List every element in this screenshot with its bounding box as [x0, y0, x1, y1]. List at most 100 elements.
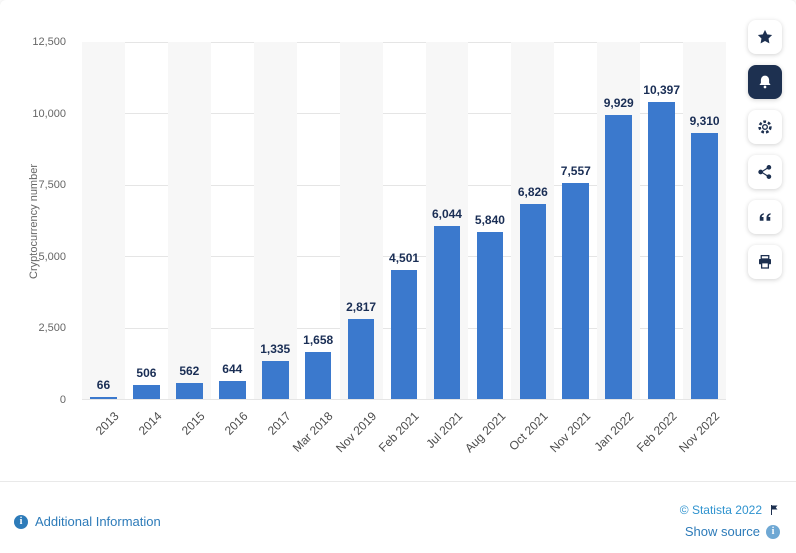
x-label-cell: Nov 2022	[676, 401, 726, 485]
bar-column: 6,044	[425, 42, 469, 399]
show-source-label: Show source	[684, 524, 760, 539]
bar-Mar 2018[interactable]	[304, 351, 332, 399]
favorite-button[interactable]	[748, 20, 782, 54]
x-axis-label: Mar 2018	[290, 409, 337, 455]
bar-2017[interactable]	[261, 360, 289, 399]
bar-value-label: 1,658	[303, 332, 334, 347]
share-button[interactable]	[748, 155, 782, 189]
x-axis-label: Aug 2021	[461, 409, 508, 456]
cite-button[interactable]	[748, 200, 782, 234]
x-axis-label: Jan 2022	[591, 409, 637, 454]
y-tick-label: 10,000	[32, 107, 66, 120]
x-label-cell: Jul 2021	[422, 401, 469, 485]
share-icon	[758, 165, 772, 179]
x-axis-label: 2017	[264, 409, 294, 438]
bar-chart-plot-area: 66 506 562 644 1,335 1,658 2,817 4,501 6,044 5,84…	[82, 42, 727, 400]
y-tick-label: 12,500	[32, 36, 66, 48]
bar-value-label: 562	[179, 363, 200, 378]
bar-Nov 2019[interactable]	[347, 318, 375, 399]
x-axis-label: Oct 2021	[506, 409, 551, 454]
bar-column: 562	[167, 42, 211, 399]
bar-column: 644	[211, 42, 254, 399]
source-info-icon: i	[766, 524, 780, 539]
bar-column: 4,501	[383, 42, 426, 399]
bar-column: 1,658	[297, 42, 340, 399]
additional-information-label: Additional Information	[35, 514, 161, 529]
bar-Oct 2021[interactable]	[519, 204, 547, 399]
bar-column: 506	[125, 42, 168, 399]
bar-value-label: 2,817	[346, 299, 377, 314]
bar-2013[interactable]	[90, 397, 117, 399]
bar-columns: 66 506 562 644 1,335 1,658 2,817 4,501 6,044 5,84…	[82, 42, 727, 399]
bar-value-label: 6,826	[517, 185, 548, 200]
bar-Aug 2021[interactable]	[476, 232, 504, 399]
y-tick-label: 2,500	[38, 322, 66, 335]
bar-column: 9,310	[683, 42, 727, 399]
gear-icon	[758, 120, 772, 134]
x-label-cell: 2013	[82, 401, 125, 485]
bar-value-label: 1,335	[260, 341, 291, 356]
copyright-line: © Statista 2022	[680, 503, 780, 517]
bar-value-label: 506	[136, 365, 157, 380]
alert-button[interactable]	[748, 65, 782, 99]
footer: i Additional Information © Statista 2022…	[0, 481, 796, 553]
x-label-cell: Mar 2018	[290, 401, 340, 485]
bar-column: 2,817	[339, 42, 383, 399]
x-axis-label: Feb 2021	[376, 409, 422, 455]
bar-value-label: 5,840	[474, 213, 505, 228]
x-axis-labels: 2013 2014 2015 2016 2017 Mar 2018 Nov 2019 Feb …	[82, 401, 726, 485]
bar-column: 5,840	[468, 42, 511, 399]
x-axis-label: Feb 2022	[633, 409, 680, 455]
bar-value-label: 7,557	[560, 164, 591, 179]
bar-2015[interactable]	[176, 382, 203, 399]
bar-value-label: 644	[222, 361, 243, 376]
bar-Jan 2022[interactable]	[605, 115, 633, 399]
bar-column: 6,826	[511, 42, 555, 399]
x-axis-label: Nov 2021	[547, 409, 594, 456]
x-axis-label: Jul 2021	[422, 409, 465, 451]
bar-value-label: 9,929	[603, 96, 634, 111]
x-axis-label: 2014	[135, 409, 165, 438]
bar-Nov 2022[interactable]	[691, 133, 718, 399]
print-button[interactable]	[748, 245, 782, 279]
bar-column: 10,397	[640, 42, 683, 399]
bar-value-label: 4,501	[389, 251, 420, 266]
x-label-cell: 2014	[125, 401, 168, 485]
print-icon	[759, 254, 771, 269]
x-axis-label: 2013	[92, 409, 122, 438]
bar-value-label: 9,310	[689, 114, 720, 129]
bar-Nov 2021[interactable]	[562, 183, 590, 399]
copyright-text: © Statista 2022	[679, 503, 762, 517]
bar-value-label: 6,044	[431, 207, 462, 222]
bar-column: 9,929	[597, 42, 641, 399]
bar-value-label: 10,397	[643, 83, 680, 98]
action-icon-rail	[748, 20, 782, 279]
y-tick-label: 7,500	[38, 179, 66, 192]
show-source-link[interactable]: Show source i	[680, 524, 780, 539]
bar-Feb 2022[interactable]	[648, 102, 675, 399]
x-label-cell: Feb 2021	[376, 401, 426, 485]
bar-column: 7,557	[554, 42, 597, 399]
y-tick-label: 5,000	[38, 250, 66, 263]
gridline	[82, 399, 726, 400]
bar-value-label: 66	[96, 378, 111, 393]
star-icon	[757, 29, 773, 44]
y-axis-ticks: 12,500 10,000 7,500 5,000 2,500 0	[0, 36, 74, 406]
quote-icon	[759, 213, 771, 221]
bar-Feb 2021[interactable]	[390, 270, 418, 399]
flag-icon	[771, 505, 778, 515]
bar-2016[interactable]	[218, 380, 246, 399]
info-icon: i	[14, 514, 28, 529]
footer-right: © Statista 2022 Show source i	[680, 503, 780, 539]
bar-2014[interactable]	[133, 384, 160, 399]
y-tick-label: 0	[59, 394, 66, 406]
bar-column: 1,335	[253, 42, 297, 399]
bell-icon	[759, 75, 771, 89]
settings-button[interactable]	[748, 110, 782, 144]
additional-information-link[interactable]: i Additional Information	[14, 514, 161, 529]
x-axis-label: Nov 2022	[676, 409, 723, 456]
bar-Jul 2021[interactable]	[433, 226, 461, 399]
bar-column: 66	[82, 42, 125, 399]
x-axis-label: 2015	[178, 409, 208, 438]
